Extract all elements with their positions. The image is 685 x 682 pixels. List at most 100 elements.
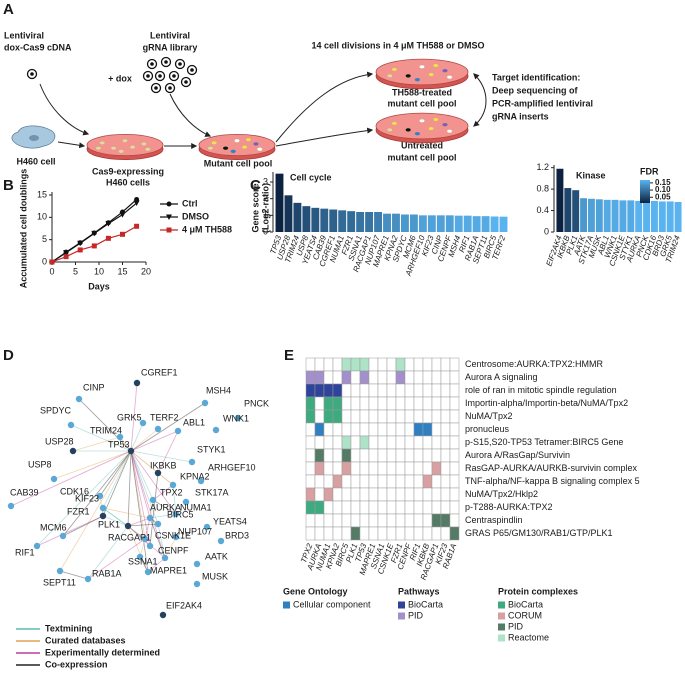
bar xyxy=(293,202,302,232)
vector-icon-dot xyxy=(146,74,150,78)
heatmap-cell xyxy=(341,409,352,424)
network-node xyxy=(96,492,104,500)
cell-dot xyxy=(145,147,151,152)
cell-dot xyxy=(446,75,453,79)
cell-dot xyxy=(241,145,248,149)
heatmap-cell xyxy=(377,500,388,515)
network-edge xyxy=(102,507,146,540)
x-tick-label: 0 xyxy=(49,266,54,276)
heatmap-cell xyxy=(431,461,442,476)
network-node xyxy=(67,421,75,429)
node-label: ARHGEF10 xyxy=(208,462,256,472)
cell-dot xyxy=(446,129,453,133)
cell-dot xyxy=(387,128,393,132)
network-edge xyxy=(147,557,166,573)
heatmap-cell xyxy=(440,370,451,385)
node-label: TP53 xyxy=(108,439,130,449)
heatmap-cell xyxy=(305,487,316,502)
heatmap-cell xyxy=(332,500,343,515)
colorbar-label: 0.15 xyxy=(655,178,671,187)
heatmap-cell xyxy=(368,409,379,424)
bar xyxy=(436,215,445,232)
node-label: AURKA xyxy=(150,502,181,512)
network-node xyxy=(172,510,180,518)
node-label: STYK1 xyxy=(197,444,226,454)
node-label: BRD3 xyxy=(225,530,249,540)
network-edge xyxy=(127,525,166,559)
row-label: Importin-alpha/Importin-beta/NuMA/Tpx2 xyxy=(465,398,628,408)
heatmap-cell xyxy=(449,513,460,528)
network-edge xyxy=(157,523,166,559)
bar xyxy=(619,200,627,232)
vector-icon-dot xyxy=(168,86,172,90)
heatmap-cell xyxy=(332,448,343,463)
heatmap-cell xyxy=(350,500,361,515)
heatmap-cell xyxy=(314,526,325,541)
network-edge xyxy=(62,515,104,537)
network-edge xyxy=(157,430,179,474)
marker xyxy=(134,223,140,229)
network-edge xyxy=(102,450,132,509)
network-edge xyxy=(157,472,174,486)
node-label: BIRC5 xyxy=(167,509,194,519)
bar xyxy=(603,199,611,232)
node-label: TRIM24 xyxy=(90,425,122,435)
arrow xyxy=(57,141,86,149)
colorbar-label: 0.05 xyxy=(655,192,671,201)
cell-dot xyxy=(253,142,259,146)
network-node xyxy=(139,419,147,427)
panel-letter: A xyxy=(3,1,14,18)
legend-swatch xyxy=(498,634,505,642)
heatmap-cell xyxy=(350,487,361,502)
heatmap-cell xyxy=(368,396,379,411)
legend-label: PID xyxy=(508,621,524,631)
heatmap-cell xyxy=(305,370,316,385)
network-edge xyxy=(130,450,146,540)
heatmap-cell xyxy=(449,500,460,515)
legend-label: Curated databases xyxy=(45,635,126,645)
heatmap-cell xyxy=(332,409,343,424)
network-edge xyxy=(72,436,121,452)
node-label: TPX2 xyxy=(160,487,183,497)
vector-icon-dot xyxy=(178,62,182,66)
heatmap-cell xyxy=(341,383,352,398)
network-edge xyxy=(127,450,132,527)
heatmap-cell xyxy=(431,396,442,411)
network-edge xyxy=(130,428,159,452)
heatmap-cell xyxy=(431,422,442,437)
heatmap-cell xyxy=(368,487,379,502)
heatmap-cell xyxy=(359,448,370,463)
legend-swatch xyxy=(283,601,290,609)
heatmap-cell xyxy=(305,383,316,398)
legend-label: 4 μM TH588 xyxy=(182,224,232,234)
marker xyxy=(91,230,98,237)
heatmap-cell xyxy=(341,487,352,502)
heatmap-cell xyxy=(422,357,433,372)
bar xyxy=(666,201,674,232)
node-label: CDK16 xyxy=(60,486,89,496)
chart-title: Cell cycle xyxy=(290,172,332,182)
network-edge xyxy=(152,499,177,515)
network-node xyxy=(217,537,225,545)
heatmap-cell xyxy=(377,474,388,489)
network-node xyxy=(174,427,182,435)
bar xyxy=(409,214,418,232)
legend-swatch xyxy=(398,601,405,609)
node-label: PLK1 xyxy=(98,519,120,529)
vector-icon-dot xyxy=(150,62,154,66)
heatmap-cell xyxy=(332,383,343,398)
heatmap-cell xyxy=(431,513,442,528)
node-label: IKBKB xyxy=(150,460,177,470)
y-tick-label: 1.2 xyxy=(536,162,549,172)
heatmap-cell xyxy=(395,461,406,476)
network-node xyxy=(136,553,144,561)
heatmap-cell xyxy=(404,435,415,450)
heatmap-cell xyxy=(323,422,334,437)
cell-dot xyxy=(428,126,434,131)
node-label: CINP xyxy=(83,382,105,392)
arrow xyxy=(39,83,90,136)
heatmap-cell xyxy=(395,383,406,398)
network-node xyxy=(154,469,162,477)
heatmap-cell xyxy=(422,474,433,489)
